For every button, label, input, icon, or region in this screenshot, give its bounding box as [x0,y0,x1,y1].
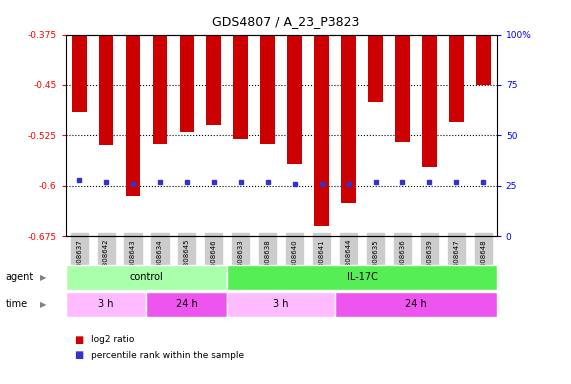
Text: 24 h: 24 h [405,299,427,310]
Text: log2 ratio: log2 ratio [91,335,135,344]
Bar [368,35,383,102]
Bar [66,292,147,317]
Text: 3 h: 3 h [98,299,114,310]
Bar [422,35,437,167]
Bar [335,292,497,317]
Text: agent: agent [6,272,34,282]
Bar [234,35,248,139]
Bar [66,265,227,290]
Bar [152,35,167,144]
Text: control: control [130,272,163,283]
Text: ▶: ▶ [39,300,46,309]
Bar [341,35,356,203]
Bar [476,35,490,85]
Text: ▶: ▶ [39,273,46,282]
Text: 24 h: 24 h [176,299,198,310]
Bar [449,35,464,122]
Bar [126,35,140,196]
Bar [287,35,302,164]
Bar [395,35,410,142]
Bar [314,35,329,226]
Text: percentile rank within the sample: percentile rank within the sample [91,351,244,360]
Bar [207,35,222,125]
Bar [72,35,87,112]
Text: GDS4807 / A_23_P3823: GDS4807 / A_23_P3823 [212,15,359,28]
Bar [260,35,275,144]
Bar [147,292,227,317]
Bar [179,35,194,132]
Text: ■: ■ [74,335,83,345]
Bar [227,265,497,290]
Text: ■: ■ [74,350,83,360]
Bar [99,35,114,146]
Text: IL-17C: IL-17C [347,272,377,283]
Text: time: time [6,299,28,309]
Text: 3 h: 3 h [274,299,289,310]
Bar [227,292,335,317]
